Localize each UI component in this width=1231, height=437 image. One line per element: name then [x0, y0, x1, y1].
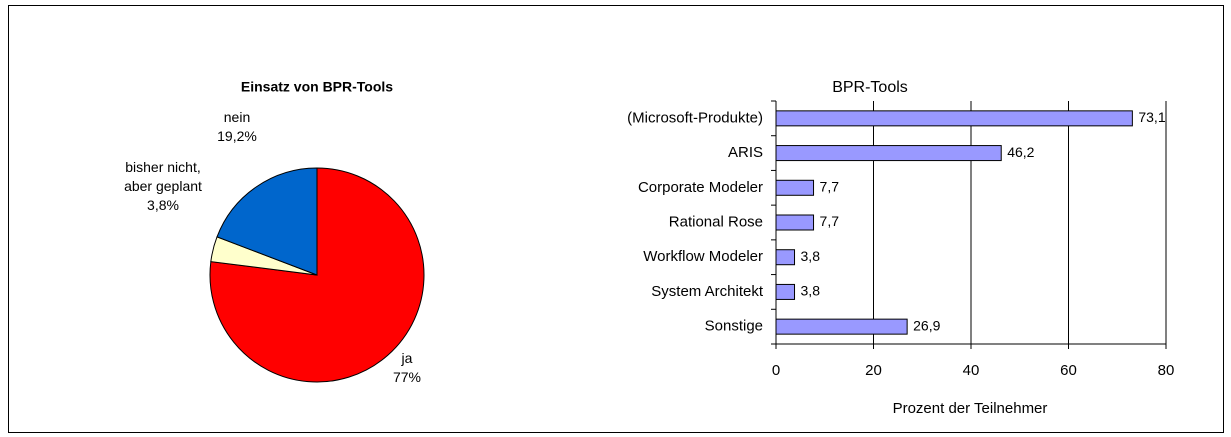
bar	[775, 145, 1002, 162]
y-tick-label: (Microsoft-Produkte)	[627, 109, 763, 126]
y-tick-label: Sonstige	[705, 318, 763, 335]
data-label: 7,7	[820, 178, 840, 194]
bar-title: BPR-Tools	[832, 79, 908, 96]
y-tick-label: System Architekt	[651, 283, 764, 300]
pie-slice	[216, 167, 318, 276]
y-tick-label: ARIS	[728, 144, 763, 161]
x-axis-label: Prozent der Teilnehmer	[893, 400, 1048, 417]
slice-label: bisher nicht, aber geplant 3,8%	[124, 159, 202, 213]
bar	[775, 318, 908, 335]
value-label: 77%	[392, 369, 422, 385]
category-label: nein	[223, 109, 251, 125]
value-label: 3,8%	[147, 197, 179, 213]
x-tick-label: 80	[1158, 362, 1175, 379]
data-label: 3,8	[801, 283, 821, 299]
y-tick-label: Workflow Modeler	[643, 248, 763, 265]
bar	[775, 179, 815, 196]
x-tick-label: 60	[1060, 362, 1077, 379]
category-label: ja	[401, 350, 413, 366]
x-tick-label: 20	[865, 362, 882, 379]
data-label: 46,2	[1007, 144, 1034, 160]
x-tick-label: 0	[772, 362, 780, 379]
pie-title: Einsatz von BPR-Tools	[241, 79, 393, 95]
x-tick-label: 40	[963, 362, 980, 379]
data-label: 7,7	[820, 213, 840, 229]
value-label: 19,2%	[217, 128, 257, 144]
bar	[775, 283, 796, 300]
data-label: 26,9	[913, 317, 940, 333]
data-label: 3,8	[801, 248, 821, 264]
bar	[775, 110, 1133, 127]
data-label: 73,1	[1138, 109, 1165, 125]
bar	[775, 214, 815, 231]
category-label: bisher nicht, aber geplant	[124, 159, 202, 194]
y-tick-label: Rational Rose	[669, 213, 763, 230]
bar	[775, 249, 796, 266]
slice-label: ja 77%	[392, 350, 422, 385]
y-tick-label: Corporate Modeler	[638, 179, 763, 196]
frame	[8, 5, 1224, 433]
slice-label: nein 19,2%	[217, 109, 257, 144]
